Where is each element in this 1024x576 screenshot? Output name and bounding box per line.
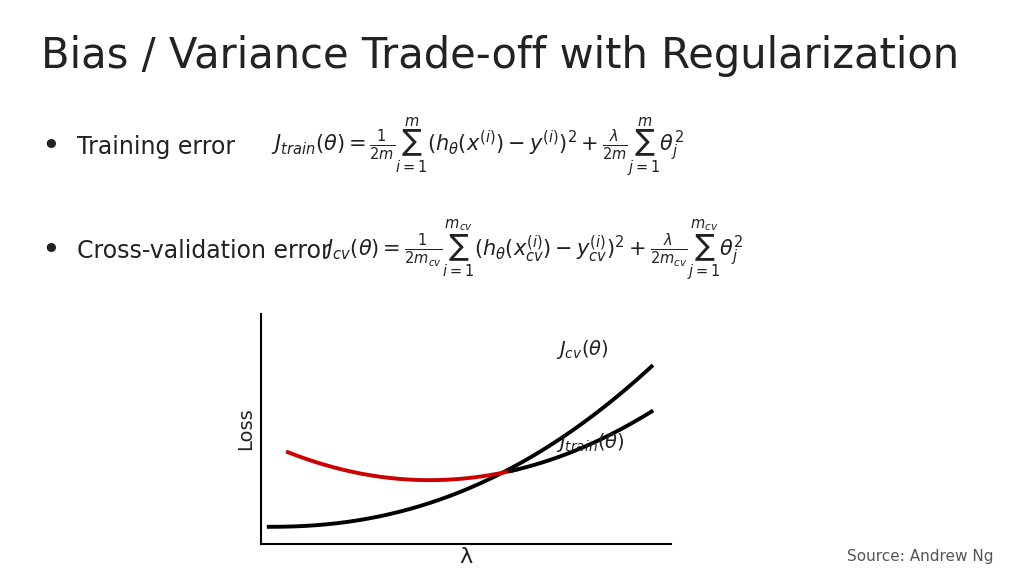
Text: Bias / Variance Trade-off with Regularization: Bias / Variance Trade-off with Regulariz… <box>41 35 959 77</box>
Text: Source: Andrew Ng: Source: Andrew Ng <box>847 550 993 564</box>
Text: $J_{train}(\theta)$: $J_{train}(\theta)$ <box>556 430 625 453</box>
Text: $J_{cv}(\theta) = \frac{1}{2m_{cv}}\sum_{i=1}^{m_{cv}}(h_{\theta}(x_{cv}^{(i)}) : $J_{cv}(\theta) = \frac{1}{2m_{cv}}\sum_… <box>323 218 743 283</box>
Text: $J_{cv}(\theta)$: $J_{cv}(\theta)$ <box>556 338 608 361</box>
Text: •: • <box>41 131 59 162</box>
Text: Cross-validation error: Cross-validation error <box>77 238 331 263</box>
Text: $J_{train}(\theta) = \frac{1}{2m}\sum_{i=1}^{m}(h_{\theta}(x^{(i)}) - y^{(i)})^2: $J_{train}(\theta) = \frac{1}{2m}\sum_{i… <box>271 115 684 179</box>
Text: Training error: Training error <box>77 135 234 159</box>
Text: •: • <box>41 235 59 266</box>
X-axis label: λ: λ <box>460 547 472 567</box>
Y-axis label: Loss: Loss <box>237 408 256 450</box>
